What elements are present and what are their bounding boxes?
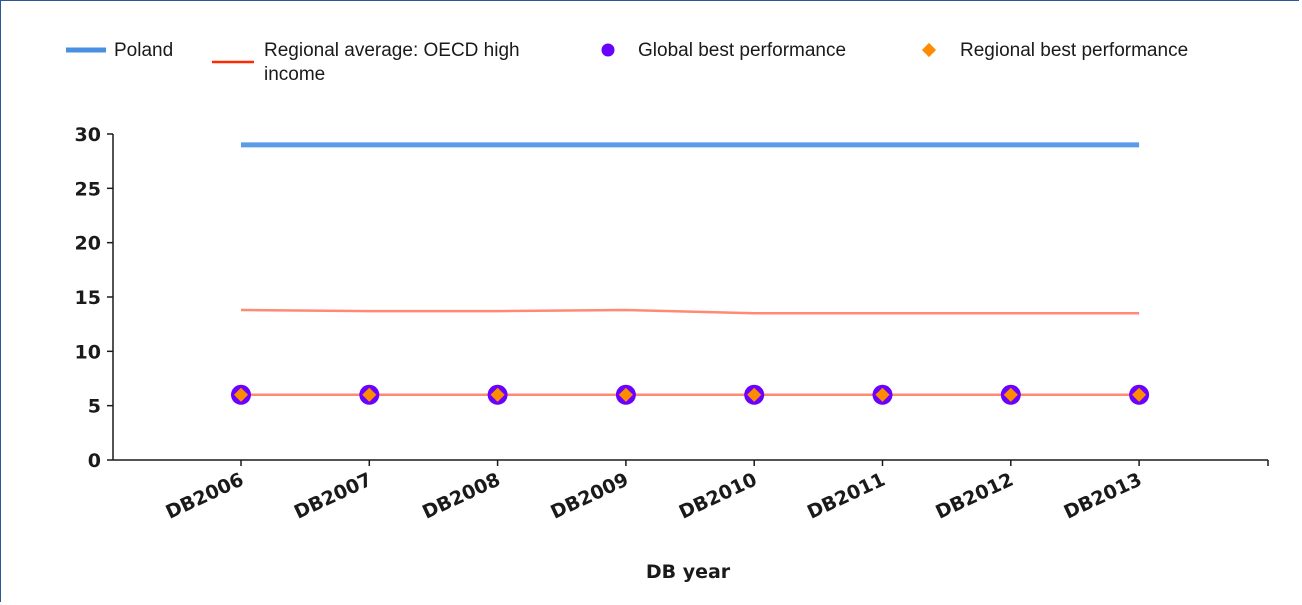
point-regional-best — [233, 387, 249, 402]
x-axis-ticks: DB2006 DB2007 DB2008 DB2009 DB2010 DB2011 DB20… — [162, 460, 1269, 524]
x-tick-label: DB2006 — [162, 469, 247, 524]
legend-regional-best-label: Regional best performance — [960, 40, 1188, 61]
point-regional-best — [1003, 387, 1018, 402]
x-tick-label: DB2010 — [676, 469, 761, 524]
y-tick-label: 0 — [88, 450, 101, 472]
x-tick-label: DB2009 — [547, 469, 632, 524]
legend-regional-average-label-line2: income — [264, 64, 325, 85]
legend-regional-average-label-line1: Regional average: OECD high — [264, 40, 520, 61]
y-tick-label: 15 — [75, 287, 101, 309]
x-tick-label: DB2008 — [419, 469, 504, 524]
x-axis-title: DB year — [646, 561, 731, 583]
y-axis-ticks: 0 5 10 15 20 25 30 — [75, 124, 113, 472]
y-tick-label: 5 — [88, 396, 101, 418]
y-tick-label: 25 — [75, 178, 101, 200]
series-line-regional-average — [240, 308, 1140, 315]
legend-poland-label: Poland — [114, 40, 173, 61]
point-regional-best — [490, 387, 505, 402]
y-tick-label: 20 — [75, 233, 101, 255]
point-regional-best — [1132, 387, 1147, 402]
x-tick-label: DB2013 — [1061, 469, 1146, 524]
point-regional-best — [618, 387, 633, 402]
legend-item-regional-best: Regional best performance — [921, 40, 1188, 61]
x-tick-label: DB2007 — [291, 469, 376, 524]
x-tick-label: DB2012 — [932, 469, 1017, 524]
point-regional-best — [747, 387, 762, 402]
point-regional-best — [875, 387, 890, 402]
legend-global-best-label: Global best performance — [638, 40, 846, 61]
y-tick-label: 30 — [75, 124, 101, 146]
legend-item-regional-average: Regional average: OECD high income — [212, 40, 520, 85]
legend-global-best-swatch — [601, 43, 615, 57]
x-tick-label: DB2011 — [804, 469, 889, 524]
legend-item-global-best: Global best performance — [601, 40, 846, 61]
legend-item-poland: Poland — [66, 40, 173, 61]
axes — [112, 134, 1268, 461]
y-tick-label: 10 — [75, 341, 101, 363]
legend: Poland Regional average: OECD high incom… — [66, 40, 1188, 85]
series-layer — [231, 142, 1150, 405]
point-regional-best — [362, 387, 377, 402]
legend-regional-best-swatch — [921, 42, 937, 58]
